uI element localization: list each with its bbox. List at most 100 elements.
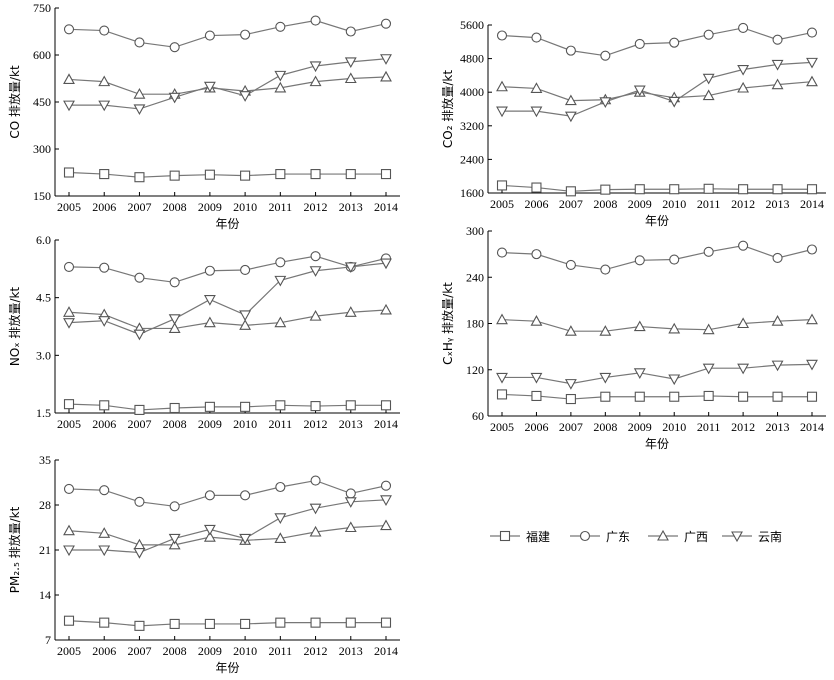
legend-label: 广东	[606, 530, 630, 544]
data-point	[240, 401, 251, 412]
x-tick-label: 2012	[731, 420, 755, 434]
y-axis-label: CO₂ 排放量/kt	[440, 70, 455, 148]
series-line	[68, 524, 387, 546]
data-point	[169, 402, 180, 414]
data-point	[133, 548, 146, 559]
y-tick-label: 4000	[460, 85, 484, 99]
data-point	[99, 25, 110, 36]
data-point	[668, 322, 681, 334]
data-point	[309, 266, 322, 277]
series-line	[501, 393, 812, 400]
data-point	[134, 404, 145, 415]
data-point	[737, 81, 750, 93]
data-point	[310, 15, 321, 26]
x-tick-label: 2013	[339, 417, 363, 431]
x-tick-label: 2009	[628, 420, 652, 434]
y-tick-label: 35	[39, 453, 51, 467]
x-tick-label: 2014	[800, 420, 824, 434]
data-point	[169, 618, 180, 629]
data-point	[99, 400, 110, 411]
data-point	[168, 314, 181, 325]
data-point	[98, 75, 111, 87]
data-point	[703, 29, 714, 40]
legend: 福建 广东 广西 云南	[490, 529, 782, 544]
x-tick-label: 2008	[593, 420, 617, 434]
series-line	[68, 19, 387, 48]
data-point	[380, 400, 392, 411]
y-tick-label: 4800	[460, 52, 484, 66]
legend-item: 广东	[570, 530, 630, 544]
x-tick-label: 2014	[374, 417, 398, 431]
y-axis-label: CₓHᵧ 排放量/kt	[440, 282, 455, 365]
series-4	[63, 54, 392, 116]
chart-panel-4: 60 120 180 240 300 2005 2006 2007 2008 2009 2010 20…	[440, 224, 826, 451]
data-point	[599, 325, 612, 336]
data-point	[63, 318, 75, 329]
x-tick-label: 2006	[92, 644, 116, 658]
data-point	[274, 513, 287, 524]
data-point	[63, 483, 75, 494]
x-axis-label: 年份	[215, 661, 239, 675]
data-point	[345, 400, 356, 411]
x-tick-label: 2009	[628, 197, 652, 211]
x-tick-label: 2006	[524, 420, 548, 434]
data-point	[168, 92, 181, 104]
legend-item: 广西	[648, 529, 708, 544]
data-point	[98, 316, 111, 327]
legend-label: 云南	[758, 529, 782, 544]
y-tick-label: 2400	[460, 152, 484, 166]
x-tick-label: 2005	[57, 644, 81, 658]
series-line	[502, 363, 813, 385]
data-point	[531, 390, 542, 402]
series-line	[68, 620, 386, 627]
data-point	[600, 264, 611, 275]
data-point	[599, 372, 612, 384]
x-tick-label: 2012	[304, 644, 328, 658]
x-tick-label: 2013	[766, 420, 790, 434]
data-point	[204, 169, 215, 180]
series-2	[63, 475, 392, 512]
y-axis-label: NOₓ 排放量/kt	[7, 287, 22, 367]
data-point	[133, 88, 146, 99]
x-tick-label: 2006	[92, 417, 116, 431]
data-point	[380, 495, 392, 506]
y-tick-label: 1.5	[36, 406, 51, 420]
data-point	[496, 389, 508, 400]
x-tick-label: 2011	[697, 197, 721, 211]
legend-marker	[499, 530, 511, 542]
data-point	[274, 81, 287, 93]
data-point	[669, 184, 680, 195]
data-point	[345, 617, 356, 628]
data-point	[345, 169, 356, 180]
data-point	[274, 70, 287, 82]
data-point	[380, 258, 392, 270]
data-point	[806, 27, 818, 38]
data-point	[203, 316, 216, 328]
data-point	[600, 50, 611, 61]
data-point	[203, 81, 216, 93]
data-point	[168, 322, 181, 333]
data-point	[565, 393, 576, 405]
data-point	[63, 167, 75, 178]
data-point	[274, 316, 287, 328]
series-2	[63, 251, 392, 288]
series-line	[69, 499, 387, 554]
data-point	[204, 265, 215, 276]
data-point	[134, 620, 145, 631]
y-tick-label: 450	[33, 95, 51, 109]
data-point	[496, 106, 508, 118]
data-point	[496, 180, 508, 191]
series-line	[68, 171, 386, 178]
x-tick-label: 2005	[490, 420, 514, 434]
data-point	[240, 618, 251, 629]
data-point	[806, 359, 818, 371]
series-2	[496, 240, 818, 275]
data-point	[737, 317, 750, 329]
data-point	[204, 30, 215, 41]
data-point	[668, 374, 681, 386]
legend-label: 广西	[684, 530, 708, 544]
data-point	[309, 61, 322, 73]
series-line	[501, 81, 813, 102]
y-tick-label: 600	[33, 48, 51, 62]
x-tick-label: 2008	[163, 200, 187, 214]
